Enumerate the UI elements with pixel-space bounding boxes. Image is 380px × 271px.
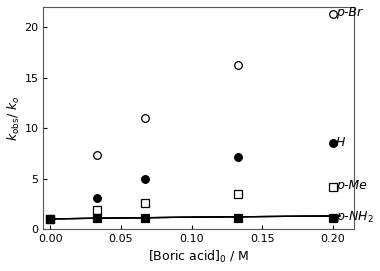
Y-axis label: $k_\mathrm{obs}$/ $k_o$: $k_\mathrm{obs}$/ $k_o$ [6,95,22,141]
Text: p-NH$_2$: p-NH$_2$ [336,209,374,225]
Text: p-Br: p-Br [336,6,362,19]
Text: H: H [336,136,345,149]
Text: p-Me: p-Me [336,179,366,192]
X-axis label: [Boric acid]$_0$ / M: [Boric acid]$_0$ / M [148,249,249,265]
